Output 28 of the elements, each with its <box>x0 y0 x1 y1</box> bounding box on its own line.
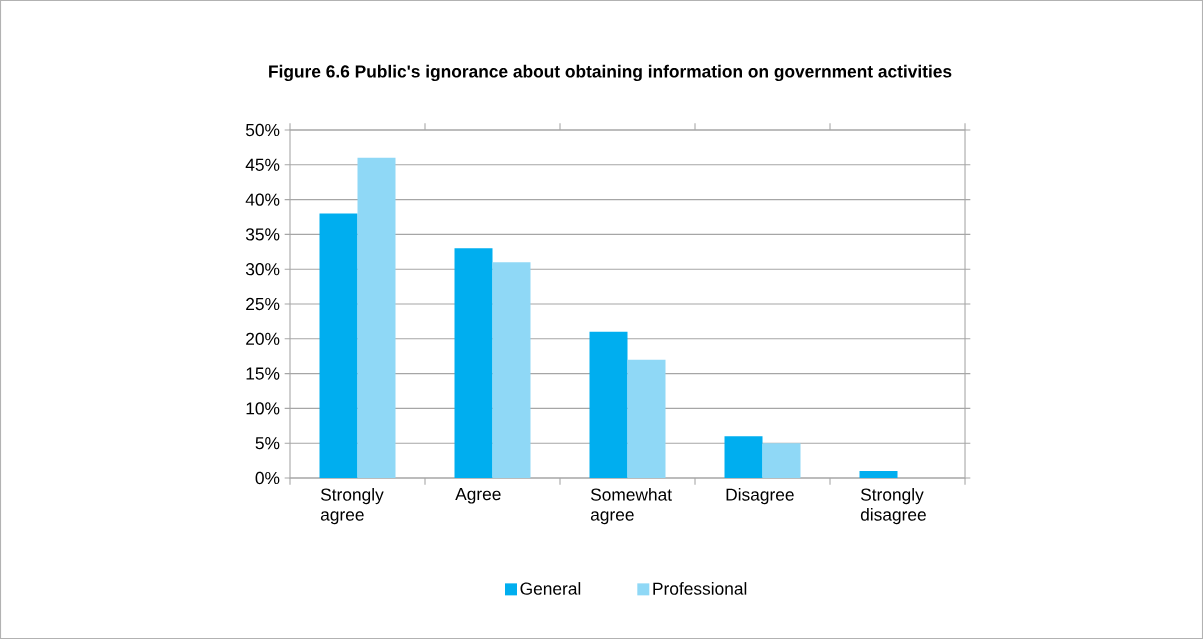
y-tick-label: 10% <box>246 402 280 415</box>
legend-label: Professional <box>653 582 747 595</box>
y-tick-label: 0% <box>255 471 280 485</box>
bar <box>589 331 628 478</box>
y-tick-label: 15% <box>246 367 280 380</box>
x-tick-label: Agree <box>455 488 501 504</box>
y-tick-label: 40% <box>245 193 280 206</box>
y-tick-label: 5% <box>255 437 280 450</box>
bar <box>492 262 531 478</box>
y-tick-label: 50% <box>245 123 280 137</box>
x-tick-label: Strongly agree <box>320 488 384 525</box>
bar <box>724 436 763 478</box>
bar <box>454 248 493 478</box>
bar <box>319 213 358 478</box>
y-tick-label: 45% <box>245 158 280 171</box>
y-tick-label: 30% <box>245 263 280 276</box>
chart-title: Figure 6.6 Public's ignorance about obtaining information on government activities <box>269 64 952 82</box>
bar <box>627 359 666 478</box>
x-tick-label: Disagree <box>726 488 794 505</box>
y-tick-label: 20% <box>246 332 280 345</box>
y-tick-label: 35% <box>245 228 280 241</box>
bar <box>357 157 396 478</box>
y-tick-label: 25% <box>246 297 280 311</box>
legend-label: General <box>520 582 581 595</box>
bar <box>859 471 898 478</box>
x-tick-label: Somewhat agree <box>590 488 672 525</box>
x-tick-label: Strongly disagree <box>860 488 926 525</box>
bar <box>762 443 801 478</box>
